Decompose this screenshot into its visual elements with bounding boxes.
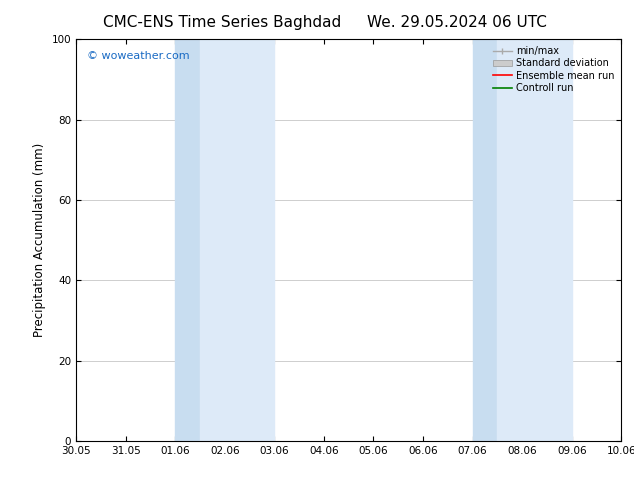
Bar <box>200 39 275 441</box>
Text: CMC-ENS Time Series Baghdad: CMC-ENS Time Series Baghdad <box>103 15 341 30</box>
Text: We. 29.05.2024 06 UTC: We. 29.05.2024 06 UTC <box>366 15 547 30</box>
Text: © woweather.com: © woweather.com <box>87 51 190 61</box>
Bar <box>175 39 200 441</box>
Bar <box>472 39 498 441</box>
Y-axis label: Precipitation Accumulation (mm): Precipitation Accumulation (mm) <box>33 143 46 337</box>
Bar <box>498 39 572 441</box>
Legend: min/max, Standard deviation, Ensemble mean run, Controll run: min/max, Standard deviation, Ensemble me… <box>491 44 616 95</box>
